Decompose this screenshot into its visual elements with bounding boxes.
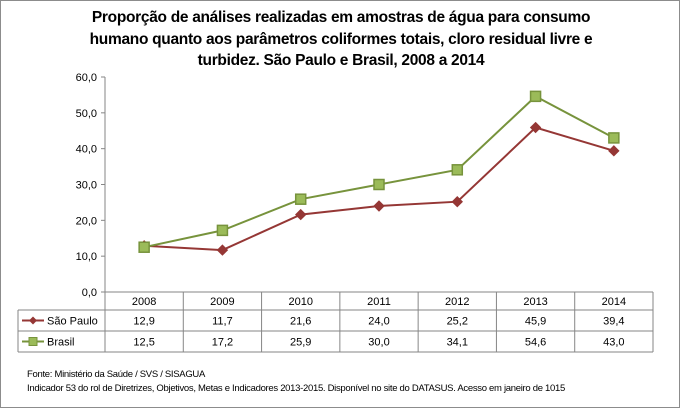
category-label: 2008 xyxy=(132,296,156,308)
data-point-diamond xyxy=(373,200,385,212)
table-cell: 25,2 xyxy=(447,316,468,328)
category-label: 2010 xyxy=(288,296,312,308)
table-cell: 25,9 xyxy=(290,337,311,349)
legend-diamond-icon xyxy=(29,316,37,325)
y-tick-label: 0,0 xyxy=(82,287,97,299)
data-point-diamond xyxy=(608,145,620,157)
category-label: 2013 xyxy=(523,296,547,308)
category-label: 2012 xyxy=(445,296,469,308)
data-point-square xyxy=(608,132,620,144)
data-point-diamond xyxy=(529,121,542,134)
legend-square-icon xyxy=(28,337,38,346)
data-point-square xyxy=(451,164,464,176)
table-cell: 45,9 xyxy=(525,316,546,328)
y-tick-label: 10,0 xyxy=(76,251,97,263)
table-cell: 17,2 xyxy=(212,337,233,349)
data-point-square xyxy=(138,241,150,253)
y-tick-label: 50,0 xyxy=(76,108,97,120)
table-cell: 34,1 xyxy=(447,337,468,349)
table-cell: 12,9 xyxy=(133,316,154,328)
legend-label: Brasil xyxy=(47,337,75,349)
table-cell: 24,0 xyxy=(368,316,389,328)
table-cell: 12,5 xyxy=(133,337,154,349)
data-point-square xyxy=(216,224,229,237)
y-tick-label: 30,0 xyxy=(76,180,97,192)
data-point-square xyxy=(529,90,542,103)
table-cell: 30,0 xyxy=(368,337,389,349)
y-tick-label: 40,0 xyxy=(76,144,97,156)
table-cell: 11,7 xyxy=(212,316,233,328)
y-tick-label: 20,0 xyxy=(76,215,97,227)
table-cell: 54,6 xyxy=(525,337,546,349)
table-cell: 21,6 xyxy=(290,316,311,328)
data-point-square xyxy=(294,193,307,205)
category-label: 2011 xyxy=(367,296,391,308)
category-label: 2014 xyxy=(602,296,626,308)
chart-title: Proporção de análises realizadas em amos… xyxy=(89,9,593,69)
data-point-diamond xyxy=(451,195,463,208)
data-point-diamond xyxy=(295,208,307,221)
table-cell: 43,0 xyxy=(603,337,624,349)
category-label: 2009 xyxy=(210,296,234,308)
legend-label: São Paulo xyxy=(47,316,98,328)
footer-source: Fonte: Ministério da Saúde / SVS / SISAG… xyxy=(27,369,206,380)
y-tick-label: 60,0 xyxy=(76,72,97,84)
footer-note: Indicador 53 do rol de Diretrizes, Objet… xyxy=(27,383,565,394)
table-cell: 39,4 xyxy=(603,316,624,328)
data-point-diamond xyxy=(216,244,229,256)
data-point-square xyxy=(373,178,385,191)
series-line-1 xyxy=(143,95,615,249)
